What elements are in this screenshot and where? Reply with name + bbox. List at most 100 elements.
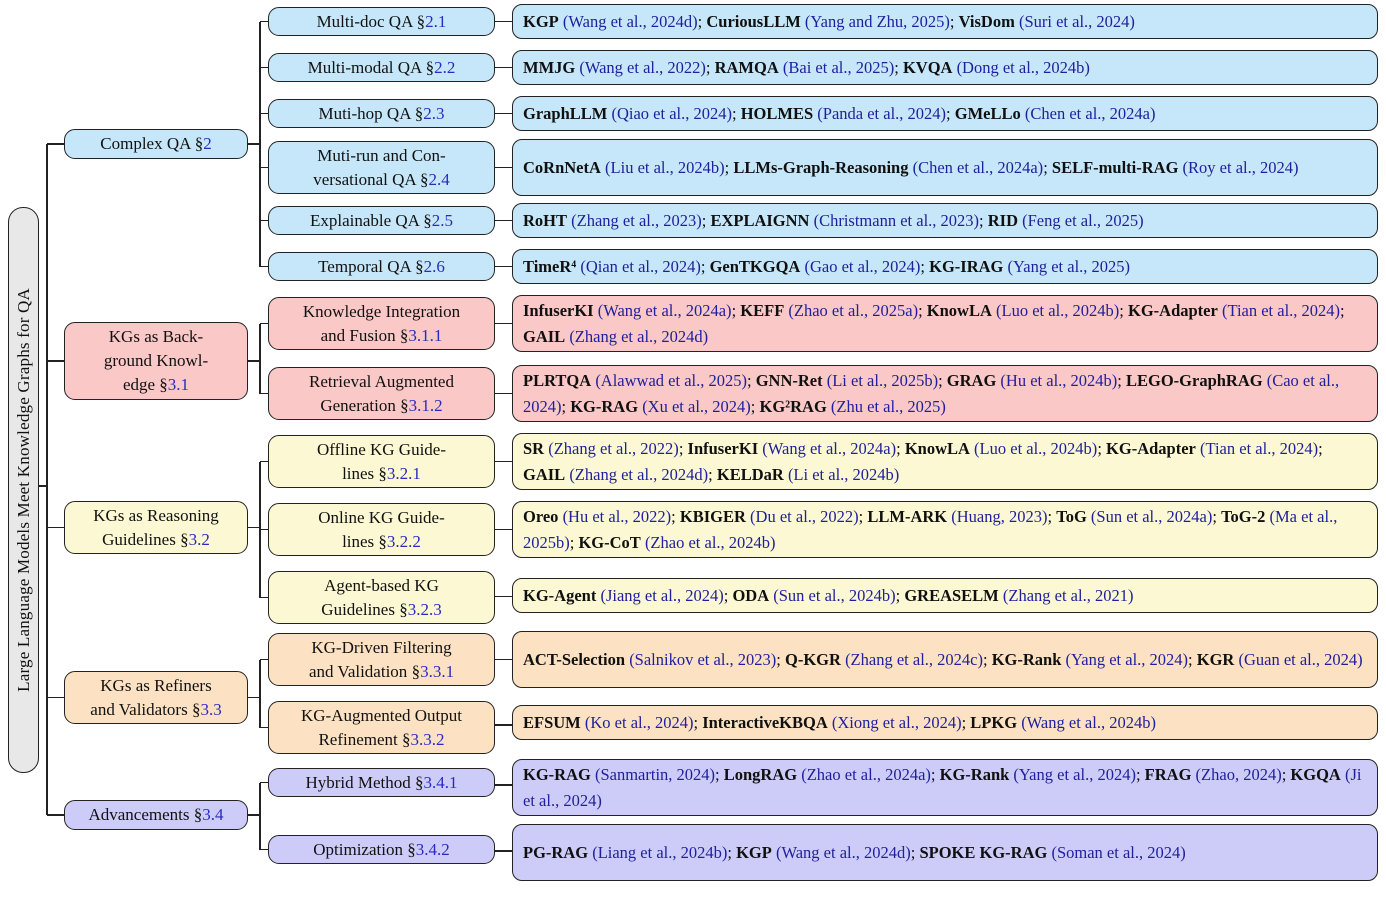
citation-link[interactable]: (Zhao, 2024)	[1195, 764, 1282, 784]
paper-list: PG-RAG (Liang et al., 2024b); KGP (Wang …	[523, 842, 1186, 862]
citation-link[interactable]: (Zhao et al., 2025a)	[788, 300, 919, 320]
section-ref-link[interactable]: 3.2.1	[386, 463, 421, 483]
citation-link[interactable]: (Zhu et al., 2025)	[830, 396, 946, 416]
citation-link[interactable]: (Guan et al., 2024)	[1238, 649, 1363, 669]
subcategory-node-2-2: Multi-modal QA §2.2	[268, 53, 495, 82]
section-ref-link[interactable]: 2	[203, 134, 212, 153]
method-name: CuriousLLM	[706, 11, 801, 31]
section-ref-link[interactable]: 3.1	[167, 375, 190, 394]
method-name: KG-Adapter	[1106, 438, 1196, 458]
citation-link[interactable]: (Li et al., 2025b)	[826, 370, 939, 390]
section-ref-link[interactable]: 3.3	[200, 699, 222, 719]
section-ref-link[interactable]: 2.3	[423, 103, 445, 123]
citation-link[interactable]: (Liu et al., 2024b)	[605, 157, 725, 177]
papers-leaf-2-6: TimeR⁴ (Qian et al., 2024); GenTKGQA (Ga…	[512, 249, 1378, 284]
citation-link[interactable]: (Xiong et al., 2024)	[831, 712, 962, 732]
node-label: KG-Driven Filtering and Validation §3.3.1	[308, 637, 455, 681]
node-label: Retrieval Augmented Generation §3.1.2	[309, 371, 454, 415]
section-ref-link[interactable]: 3.1.1	[408, 325, 443, 345]
citation-link[interactable]: (Jiang et al., 2024)	[600, 585, 724, 605]
section-ref-link[interactable]: 3.3.1	[420, 661, 455, 681]
citation-link[interactable]: (Gao et al., 2024)	[804, 256, 921, 276]
citation-link[interactable]: (Suri et al., 2024)	[1018, 11, 1135, 31]
citation-link[interactable]: (Liang et al., 2024b)	[592, 842, 728, 862]
citation-link[interactable]: (Chen et al., 2024a)	[912, 157, 1044, 177]
citation-link[interactable]: (Li et al., 2024b)	[787, 464, 900, 484]
citation-link[interactable]: (Wang et al., 2024a)	[762, 438, 897, 458]
citation-link[interactable]: (Huang, 2023)	[951, 506, 1048, 526]
citation-link[interactable]: (Sun et al., 2024b)	[773, 585, 896, 605]
citation-link[interactable]: (Yang et al., 2025)	[1007, 256, 1131, 276]
section-ref-link[interactable]: 2.4	[428, 169, 450, 189]
citation-link[interactable]: (Yang et al., 2024)	[1013, 764, 1136, 784]
section-ref-link[interactable]: 3.2.2	[386, 531, 421, 551]
citation-link[interactable]: (Zhang et al., 2021)	[1002, 585, 1134, 605]
citation-link[interactable]: (Wang et al., 2024d)	[775, 842, 911, 862]
citation-link[interactable]: (Luo et al., 2024b)	[996, 300, 1120, 320]
citation-link[interactable]: (Ma et al., 2025b)	[523, 506, 1338, 552]
method-name: HOLMES	[740, 103, 814, 123]
citation-link[interactable]: (Feng et al., 2025)	[1022, 210, 1144, 230]
node-label: Online KG Guide-lines §3.2.2	[318, 507, 445, 551]
citation-link[interactable]: (Wang et al., 2024a)	[597, 300, 732, 320]
section-ref-link[interactable]: 3.3.2	[410, 729, 445, 749]
citation-link[interactable]: (Tian et al., 2024)	[1221, 300, 1341, 320]
method-name: PLRTQA	[523, 370, 592, 390]
citation-link[interactable]: (Hu et al., 2024b)	[1000, 370, 1118, 390]
section-ref-link[interactable]: 3.4.2	[415, 839, 450, 859]
citation-link[interactable]: (Ji et al., 2024)	[523, 764, 1362, 810]
citation-link[interactable]: (Wang et al., 2024d)	[562, 11, 698, 31]
citation-link[interactable]: (Du et al., 2022)	[750, 506, 859, 526]
paper-list: SR (Zhang et al., 2022); InfuserKI (Wang…	[523, 438, 1323, 484]
citation-link[interactable]: (Zhang et al., 2024d)	[569, 326, 709, 346]
section-ref-link[interactable]: 3.1.2	[408, 395, 443, 415]
papers-leaf-3-2-2: Oreo (Hu et al., 2022); KBIGER (Du et al…	[512, 501, 1378, 558]
section-ref-link[interactable]: 2.1	[425, 11, 447, 31]
section-symbol: §	[399, 325, 409, 345]
citation-link[interactable]: (Cao et al., 2024)	[523, 370, 1340, 416]
citation-link[interactable]: (Alawwad et al., 2025)	[595, 370, 747, 390]
citation-link[interactable]: (Wang et al., 2022)	[579, 57, 706, 77]
citation-link[interactable]: (Wang et al., 2024b)	[1021, 712, 1156, 732]
citation-link[interactable]: (Chen et al., 2024a)	[1024, 103, 1156, 123]
method-name: PG-RAG	[523, 842, 589, 862]
citation-link[interactable]: (Christmann et al., 2023)	[813, 210, 980, 230]
citation-link[interactable]: (Zhao et al., 2024a)	[801, 764, 931, 784]
citation-link[interactable]: (Zhang et al., 2024d)	[569, 464, 709, 484]
node-label: KGs as Reasoning Guidelines §3.2	[93, 505, 219, 549]
citation-link[interactable]: (Salnikov et al., 2023)	[629, 649, 777, 669]
section-ref-link[interactable]: 2.5	[431, 210, 454, 230]
subcategory-node-2-6: Temporal QA §2.6	[268, 252, 495, 281]
section-ref-link[interactable]: 3.2.3	[407, 599, 442, 619]
citation-link[interactable]: (Tian et al., 2024)	[1199, 438, 1319, 458]
section-ref-link[interactable]: 3.4	[202, 805, 224, 824]
citation-link[interactable]: (Zhang et al., 2022)	[548, 438, 679, 458]
method-name: KG-Agent	[523, 585, 597, 605]
citation-link[interactable]: (Bai et al., 2025)	[782, 57, 895, 77]
citation-link[interactable]: (Soman et al., 2024)	[1051, 842, 1186, 862]
citation-link[interactable]: (Dong et al., 2024b)	[956, 57, 1090, 77]
section-ref-link[interactable]: 2.6	[423, 256, 445, 276]
method-name: LongRAG	[723, 764, 798, 784]
connector-line	[248, 696, 260, 699]
citation-link[interactable]: (Sun et al., 2024a)	[1090, 506, 1213, 526]
citation-link[interactable]: (Hu et al., 2022)	[562, 506, 672, 526]
citation-link[interactable]: (Yang and Zhu, 2025)	[804, 11, 950, 31]
citation-link[interactable]: (Xu et al., 2024)	[642, 396, 751, 416]
citation-link[interactable]: (Luo et al., 2024b)	[974, 438, 1098, 458]
section-ref-link[interactable]: 2.2	[434, 57, 456, 77]
citation-link[interactable]: (Yang et al., 2024)	[1065, 649, 1189, 669]
citation-link[interactable]: (Zhao et al., 2024b)	[644, 532, 776, 552]
section-symbol: §	[419, 169, 429, 189]
citation-link[interactable]: (Qiao et al., 2024)	[611, 103, 732, 123]
citation-link[interactable]: (Qian et al., 2024)	[580, 256, 701, 276]
section-ref-link[interactable]: 3.2	[188, 529, 210, 549]
citation-link[interactable]: (Sanmartin, 2024)	[594, 764, 716, 784]
connector-line	[260, 596, 268, 599]
citation-link[interactable]: (Zhang et al., 2023)	[571, 210, 702, 230]
section-ref-link[interactable]: 3.4.1	[423, 772, 458, 792]
citation-link[interactable]: (Ko et al., 2024)	[584, 712, 694, 732]
citation-link[interactable]: (Zhang et al., 2024c)	[845, 649, 983, 669]
citation-link[interactable]: (Panda et al., 2024)	[817, 103, 947, 123]
citation-link[interactable]: (Roy et al., 2024)	[1182, 157, 1299, 177]
